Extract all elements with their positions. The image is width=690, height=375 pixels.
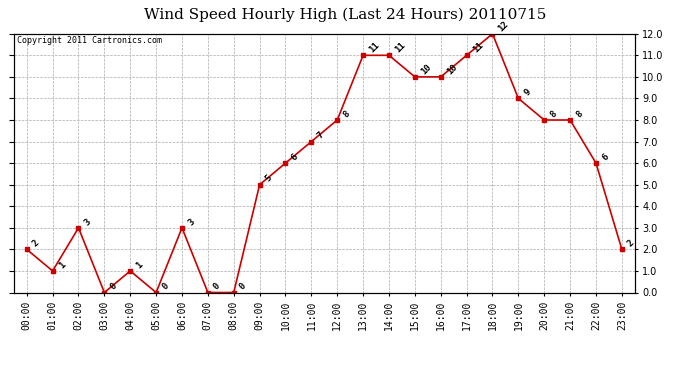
- Text: 1: 1: [135, 260, 145, 270]
- Text: 0: 0: [108, 282, 119, 292]
- Text: 11: 11: [471, 40, 485, 54]
- Text: 12: 12: [497, 19, 511, 33]
- Text: 11: 11: [393, 40, 407, 54]
- Text: 1: 1: [57, 260, 67, 270]
- Text: 10: 10: [419, 62, 433, 76]
- Text: 0: 0: [160, 282, 170, 292]
- Text: 5: 5: [264, 174, 274, 184]
- Text: 8: 8: [342, 109, 352, 119]
- Text: 0: 0: [212, 282, 222, 292]
- Text: 0: 0: [238, 282, 248, 292]
- Text: Copyright 2011 Cartronics.com: Copyright 2011 Cartronics.com: [17, 36, 162, 45]
- Text: 10: 10: [445, 62, 459, 76]
- Text: 3: 3: [83, 217, 93, 227]
- Text: 8: 8: [574, 109, 584, 119]
- Text: 11: 11: [367, 40, 382, 54]
- Text: 2: 2: [626, 238, 636, 249]
- Text: 9: 9: [522, 87, 533, 98]
- Text: 6: 6: [290, 152, 300, 162]
- Text: 2: 2: [31, 238, 41, 249]
- Text: 6: 6: [600, 152, 611, 162]
- Text: 8: 8: [549, 109, 559, 119]
- Text: 3: 3: [186, 217, 197, 227]
- Text: 7: 7: [315, 130, 326, 141]
- Text: Wind Speed Hourly High (Last 24 Hours) 20110715: Wind Speed Hourly High (Last 24 Hours) 2…: [144, 8, 546, 22]
